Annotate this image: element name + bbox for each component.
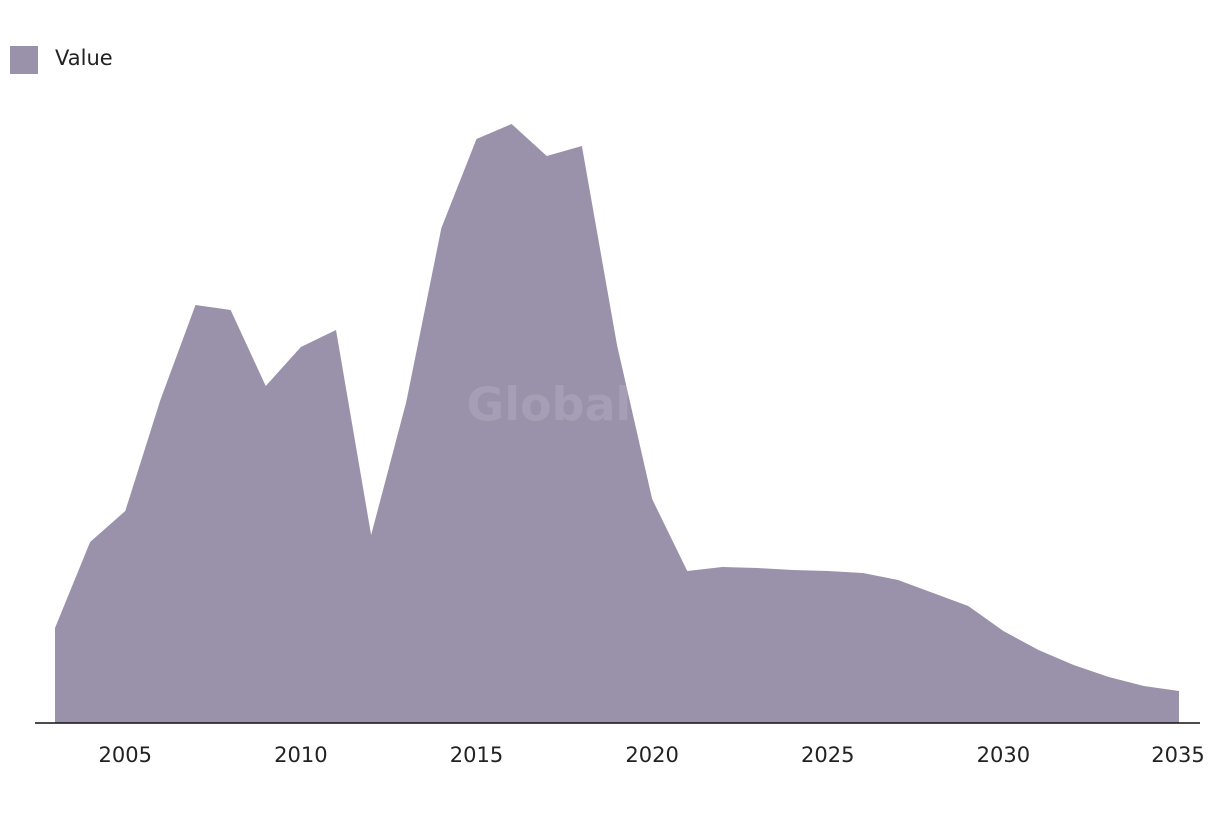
watermark: GlobalData <box>466 378 753 432</box>
x-tick-label: 2005 <box>99 743 152 767</box>
legend-label: Value <box>55 46 113 70</box>
x-tick-label: 2025 <box>801 743 854 767</box>
x-tick-label: 2010 <box>274 743 327 767</box>
x-tick-label: 2020 <box>625 743 678 767</box>
x-tick-label: 2035 <box>1151 743 1204 767</box>
area <box>55 124 1179 723</box>
x-tick-label: 2015 <box>450 743 503 767</box>
legend-swatch <box>10 46 38 74</box>
x-tick-label: 2030 <box>977 743 1030 767</box>
